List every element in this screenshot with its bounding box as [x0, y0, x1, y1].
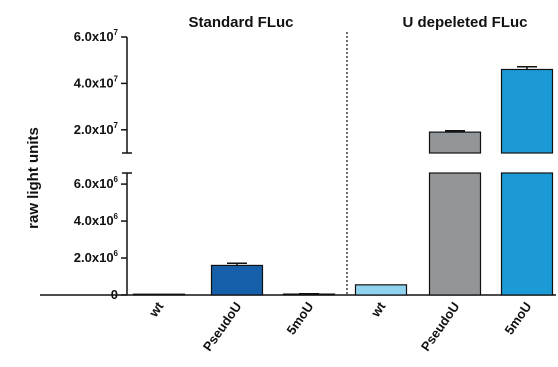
category-label: PseudoU — [200, 299, 245, 354]
group-title-u-depleted: U depeleted FLuc — [402, 14, 527, 31]
bar — [428, 131, 482, 154]
bar — [132, 293, 186, 296]
category-label: 5moU — [501, 299, 534, 337]
category-label: wt — [367, 299, 389, 321]
category-label: wt — [145, 299, 167, 321]
group-title-standard: Standard FLuc — [188, 14, 293, 31]
y-tick-label: 2.0x107 — [74, 121, 119, 137]
y-tick-label: 0 — [111, 287, 118, 302]
bar — [500, 172, 554, 296]
y-tick-label: 4.0x106 — [74, 212, 119, 228]
y-tick-label: 6.0x106 — [74, 175, 119, 191]
category-label: 5moU — [283, 299, 316, 337]
bar — [500, 68, 554, 154]
y-tick-label: 6.0x107 — [74, 28, 119, 44]
bar — [354, 284, 408, 296]
category-label: PseudoU — [418, 299, 463, 354]
y-tick-label: 4.0x107 — [74, 74, 119, 90]
y-tick-label: 2.0x106 — [74, 249, 119, 265]
bar — [210, 264, 264, 296]
y-axis-label: raw light units — [25, 127, 42, 229]
bar — [428, 172, 482, 296]
